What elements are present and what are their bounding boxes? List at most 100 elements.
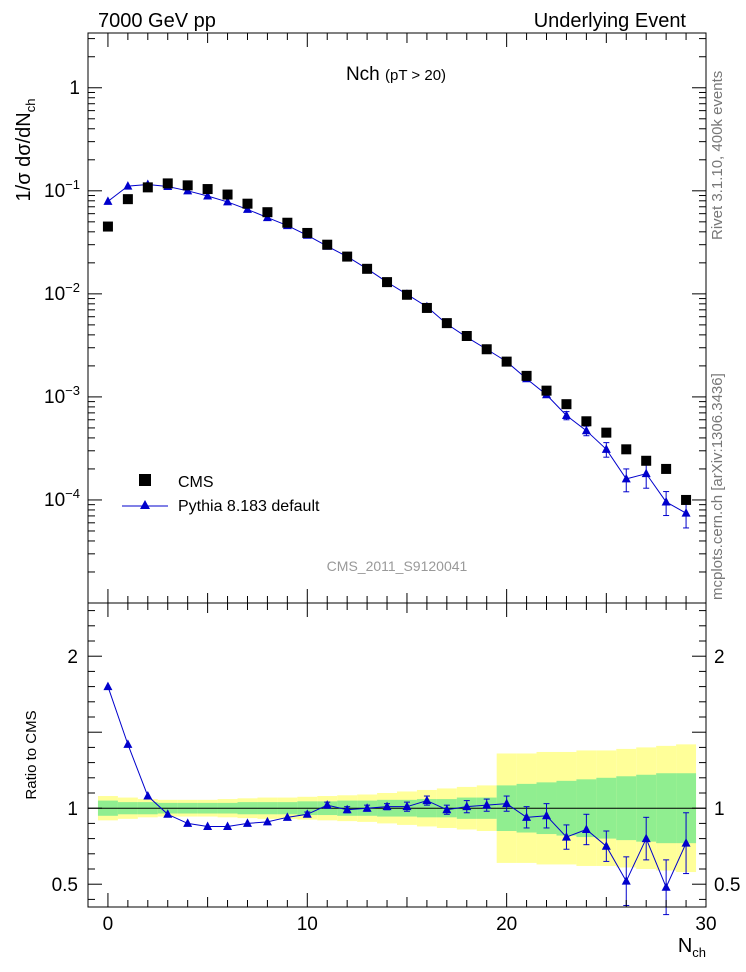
pythia-ratio-point (322, 800, 332, 809)
main-y-tick-label-base: 10 (44, 284, 65, 305)
main-y-tick-label: 10−4 (44, 486, 80, 511)
ratio-y-tick-label-left: 2 (67, 647, 78, 668)
legend-pythia-marker (140, 500, 150, 509)
ratio-axes-layer: 0.5 0.51 12 20 10 20 30 (52, 602, 740, 935)
pythia-ratio-point (223, 821, 233, 830)
ratio-x-axis-label-sub: ch (692, 945, 706, 960)
legend-pythia-label: Pythia 8.183 default (178, 498, 320, 515)
main-y-tick-label-base: 1 (69, 78, 80, 99)
cms-data-point (541, 385, 552, 396)
main-y-tick-label: 10−3 (44, 383, 80, 408)
main-y-axis-label-sub: ch (23, 99, 38, 113)
pythia-ratio-point (601, 841, 611, 850)
cms-data-point (382, 277, 393, 288)
main-y-tick-label-base: 10 (44, 181, 65, 202)
pythia-ratio-point (163, 809, 173, 818)
pythia-ratio-point (502, 798, 512, 808)
watermark-label: CMS_2011_S9120041 (327, 558, 468, 574)
main-axes-layer: 10−410−310−210−11 (44, 32, 707, 604)
legend-cms-label: CMS (178, 474, 214, 491)
pythia-ratio-point (123, 739, 133, 748)
pythia-ratio-point (183, 818, 193, 827)
cms-data-point (401, 289, 412, 300)
cms-data-point (202, 184, 213, 195)
main-y-tick-label-exp: −3 (65, 383, 80, 398)
main-y-tick-label-exp: −1 (65, 177, 80, 192)
cms-data-point (302, 227, 313, 238)
ratio-x-tick-label: 30 (695, 914, 716, 935)
pythia-ratio-point (203, 821, 213, 830)
pythia-ratio-point (561, 832, 571, 841)
ratio-y-tick-label-left: 0.5 (52, 875, 78, 896)
cms-data-point (262, 207, 273, 218)
cms-data-point (561, 399, 572, 410)
pythia-main-point (641, 468, 651, 478)
cms-data-point (661, 463, 672, 474)
cms-data-point (362, 263, 373, 274)
main-panel: Nch (pT > 20) CMS_2011_S9120041 10−410−3… (13, 32, 707, 604)
main-marks-layer (102, 178, 692, 529)
pythia-ratio-point (103, 681, 113, 691)
cms-data-point (421, 302, 432, 313)
pythia-ratio-point (462, 801, 472, 811)
pythia-ratio-point (621, 876, 631, 885)
pythia-ratio-point (542, 810, 552, 820)
pythia-main-point (223, 196, 233, 206)
pythia-ratio-point (641, 833, 651, 843)
pythia-ratio-point (402, 801, 412, 811)
cms-data-point (242, 198, 253, 209)
main-y-axis-label-text: 1/σ dσ/dN (13, 112, 35, 201)
main-y-tick-label: 10−2 (44, 280, 80, 305)
cms-data-point (501, 356, 512, 367)
energy-label: 7000 GeV pp (98, 10, 216, 32)
pythia-ratio-point (242, 818, 252, 827)
pythia-ratio-point (143, 791, 153, 800)
pythia-ratio-point (282, 812, 292, 821)
pythia-ratio-point (262, 816, 272, 826)
pythia-main-point (103, 196, 113, 205)
cms-data-point (162, 178, 173, 189)
cms-data-point (461, 330, 472, 341)
pythia-ratio-point (581, 824, 591, 833)
cms-data-point (182, 180, 193, 191)
pythia-ratio-point (302, 809, 312, 818)
cms-data-point (681, 494, 692, 505)
cms-data-point (322, 239, 333, 250)
category-label: Underlying Event (534, 10, 687, 32)
rivet-label: Rivet 3.1.10, 400k events (709, 71, 726, 240)
main-y-tick-label-exp: −4 (65, 486, 80, 501)
pythia-ratio-point (442, 804, 452, 814)
pythia-main-point (681, 508, 691, 517)
ratio-frame (87, 602, 707, 908)
cms-data-point (102, 221, 113, 232)
pythia-ratio-point (382, 801, 392, 811)
ratio-panel: 0.5 0.51 12 20 10 20 30 Ratio to CMS Nch (23, 602, 740, 960)
cms-data-point (342, 251, 353, 262)
main-title: Nch (pT > 20) (346, 64, 446, 85)
ratio-y-axis-label: Ratio to CMS (23, 710, 40, 799)
main-frame (87, 32, 707, 604)
pythia-ratio-point (422, 795, 432, 805)
pythia-ratio-point (522, 812, 532, 821)
pythia-ratio-point (661, 882, 671, 891)
pythia-main-point (661, 496, 671, 506)
main-title-text: Nch (346, 64, 380, 85)
cms-data-point (601, 427, 612, 438)
pythia-main-point (123, 181, 133, 190)
pythia-main-point (203, 191, 213, 200)
cms-data-point (122, 194, 133, 205)
pythia-ratio-point (482, 800, 492, 809)
pythia-ratio-point (362, 803, 372, 812)
pythia-main-point (561, 410, 571, 420)
cms-data-point (142, 182, 153, 193)
pythia-main-point (621, 473, 631, 483)
pythia-ratio-point (342, 804, 352, 814)
cms-data-point (282, 217, 293, 228)
main-y-tick-label: 1 (69, 78, 80, 99)
ratio-y-tick-label-right: 1 (714, 799, 725, 820)
main-y-axis-label: 1/σ dσ/dNch (13, 99, 38, 202)
legend-cms-marker (139, 474, 151, 486)
mcplots-label: mcplots.cern.ch [arXiv:1306.3436] (709, 373, 726, 600)
cms-data-point (581, 416, 592, 427)
cms-data-point (521, 370, 532, 381)
